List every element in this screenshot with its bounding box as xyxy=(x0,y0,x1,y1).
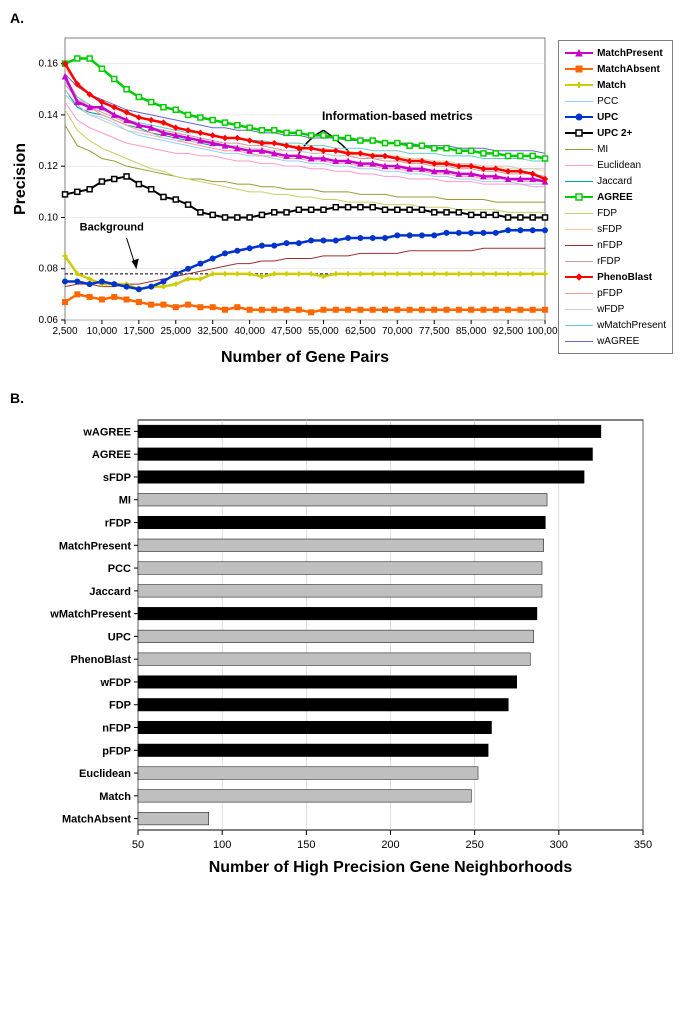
bar-pfdp xyxy=(138,744,488,757)
svg-text:32,500: 32,500 xyxy=(197,326,228,337)
bar-wfdp xyxy=(138,676,517,689)
legend-item-upc: UPC xyxy=(565,109,666,125)
panel-b-chart: 50 100 150 200 250 300 350 wAGREE AGREE sFDP MI rFD… xyxy=(33,410,653,880)
svg-text:wMatchPresent: wMatchPresent xyxy=(49,609,131,621)
svg-text:55,000: 55,000 xyxy=(308,326,339,337)
legend-item-pfdp: pFDP xyxy=(565,285,666,301)
svg-text:200: 200 xyxy=(381,839,399,851)
svg-text:wFDP: wFDP xyxy=(99,677,131,689)
svg-text:Jaccard: Jaccard xyxy=(89,586,131,598)
svg-text:85,000: 85,000 xyxy=(456,326,487,337)
svg-text:0.12: 0.12 xyxy=(39,161,59,172)
svg-text:0.08: 0.08 xyxy=(39,264,59,275)
svg-text:sFDP: sFDP xyxy=(102,472,130,484)
legend-item-match: Match xyxy=(565,77,666,93)
bar-sfdp xyxy=(138,471,584,484)
bar-matchpresent xyxy=(138,539,544,552)
svg-text:17,500: 17,500 xyxy=(124,326,155,337)
legend-item-jaccard: Jaccard xyxy=(565,173,666,189)
legend-item-rfdp: rFDP xyxy=(565,253,666,269)
bar-pcc xyxy=(138,562,542,575)
svg-text:150: 150 xyxy=(297,839,315,851)
svg-text:0.16: 0.16 xyxy=(39,59,59,70)
panel-a-label: A. xyxy=(10,10,675,26)
bar-rfdp xyxy=(138,516,545,529)
panel-b-label: B. xyxy=(10,390,675,406)
svg-text:Precision: Precision xyxy=(12,143,29,215)
svg-text:Number of High Precision Gene: Number of High Precision Gene Neighborho… xyxy=(208,859,572,876)
bar-wagree xyxy=(138,425,601,438)
panel-a-container: 0.06 0.08 0.10 0.12 0.14 0.16 2,500 10,000 17,50… xyxy=(10,30,675,370)
legend-item-wfdp: wFDP xyxy=(565,301,666,317)
panel-a-legend: MatchPresentMatchAbsentMatchPCCUPCUPC 2+… xyxy=(558,40,673,354)
svg-text:40,000: 40,000 xyxy=(234,326,265,337)
svg-text:250: 250 xyxy=(465,839,483,851)
svg-text:rFDP: rFDP xyxy=(104,518,130,530)
bar-euclidean xyxy=(138,767,478,780)
legend-item-upc 2+: UPC 2+ xyxy=(565,125,666,141)
svg-text:2,500: 2,500 xyxy=(52,326,77,337)
svg-text:92,500: 92,500 xyxy=(493,326,524,337)
svg-text:PhenoBlast: PhenoBlast xyxy=(70,654,131,666)
legend-item-wagree: wAGREE xyxy=(565,333,666,349)
svg-text:100: 100 xyxy=(212,839,230,851)
svg-text:0.10: 0.10 xyxy=(39,212,59,223)
bar-mi xyxy=(138,493,547,506)
svg-text:Euclidean: Euclidean xyxy=(79,768,131,780)
bar-jaccard xyxy=(138,585,542,598)
svg-text:FDP: FDP xyxy=(109,700,131,712)
svg-text:62,500: 62,500 xyxy=(345,326,376,337)
svg-text:47,500: 47,500 xyxy=(271,326,302,337)
legend-item-euclidean: Euclidean xyxy=(565,157,666,173)
bar-wmatchpresent xyxy=(138,607,537,620)
legend-item-fdp: FDP xyxy=(565,205,666,221)
legend-item-matchpresent: MatchPresent xyxy=(565,45,666,61)
svg-text:wAGREE: wAGREE xyxy=(82,426,131,438)
svg-text:MI: MI xyxy=(118,495,130,507)
svg-text:25,000: 25,000 xyxy=(160,326,191,337)
svg-text:UPC: UPC xyxy=(107,631,130,643)
legend-item-wmatchpresent: wMatchPresent xyxy=(565,317,666,333)
legend-item-phenoblast: PhenoBlast xyxy=(565,269,666,285)
bar-phenoblast xyxy=(138,653,530,666)
bar-match xyxy=(138,790,471,803)
svg-text:0.14: 0.14 xyxy=(39,110,59,121)
bar-upc xyxy=(138,630,534,643)
legend-item-agree: AGREE xyxy=(565,189,666,205)
svg-text:0.06: 0.06 xyxy=(39,315,59,326)
svg-text:MatchAbsent: MatchAbsent xyxy=(61,814,130,826)
svg-text:nFDP: nFDP xyxy=(102,723,131,735)
legend-item-mi: MI xyxy=(565,141,666,157)
svg-text:Information-based metrics: Information-based metrics xyxy=(322,109,473,123)
svg-text:77,500: 77,500 xyxy=(419,326,450,337)
bar-fdp xyxy=(138,698,508,711)
svg-text:70,000: 70,000 xyxy=(382,326,413,337)
legend-item-pcc: PCC xyxy=(565,93,666,109)
svg-text:50: 50 xyxy=(131,839,143,851)
svg-text:Match: Match xyxy=(99,791,131,803)
legend-item-sfdp: sFDP xyxy=(565,221,666,237)
svg-text:Number of Gene Pairs: Number of Gene Pairs xyxy=(221,349,389,366)
legend-item-nfdp: nFDP xyxy=(565,237,666,253)
svg-text:350: 350 xyxy=(633,839,651,851)
bar-matchabsent xyxy=(138,812,209,825)
svg-text:Background: Background xyxy=(80,221,144,233)
bar-agree xyxy=(138,448,593,461)
svg-text:pFDP: pFDP xyxy=(102,745,131,757)
svg-text:MatchPresent: MatchPresent xyxy=(58,540,130,552)
svg-text:300: 300 xyxy=(549,839,567,851)
svg-text:AGREE: AGREE xyxy=(91,449,130,461)
legend-item-matchabsent: MatchAbsent xyxy=(565,61,666,77)
svg-text:PCC: PCC xyxy=(107,563,130,575)
bar-nfdp xyxy=(138,721,492,734)
svg-text:10,000: 10,000 xyxy=(87,326,118,337)
